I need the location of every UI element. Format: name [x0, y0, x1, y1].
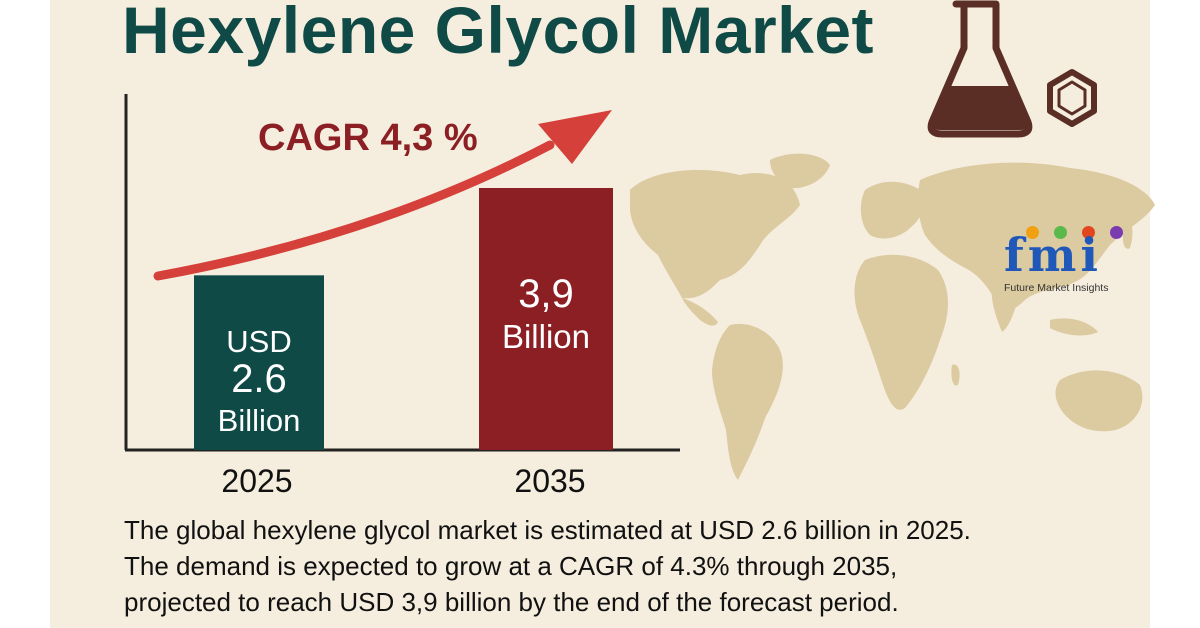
chemistry-flask-icon — [927, 0, 1097, 138]
benzene-ring-icon — [1047, 69, 1097, 127]
bar-chart: USD 2.6 Billion 3,9 Billion 2025 2035 CA… — [124, 94, 680, 499]
description-line-2: The demand is expected to grow at a CAGR… — [124, 551, 898, 581]
bar-label-2025-value: 2.6 — [231, 357, 287, 401]
cagr-annotation: CAGR 4,3 % — [258, 117, 478, 159]
world-map-illustration — [630, 153, 1155, 480]
bar-label-2035-unit: Billion — [502, 318, 590, 355]
x-tick-2025: 2025 — [221, 463, 292, 499]
x-tick-2035: 2035 — [514, 463, 585, 499]
description-line-3: projected to reach USD 3,9 billion by th… — [124, 587, 899, 617]
growth-arrow — [153, 140, 555, 281]
description: The global hexylene glycol market is est… — [124, 512, 1124, 620]
description-line-1: The global hexylene glycol market is est… — [124, 515, 971, 545]
bar-label-2025-unit: Billion — [218, 403, 301, 438]
bar-label-2025-line1: USD — [226, 324, 291, 359]
bar-2035 — [479, 188, 613, 450]
logo-subtitle: Future Market Insights — [1004, 282, 1109, 294]
logo-icons — [1016, 226, 1126, 240]
page-title: Hexylene Glycol Market — [122, 0, 875, 67]
bar-label-2035-value: 3,9 — [518, 272, 574, 316]
growth-arrow-head — [538, 110, 612, 164]
logo-mark: fmi — [1004, 232, 1144, 278]
fmi-logo: fmi Future Market Insights — [1004, 226, 1144, 294]
bar-2025 — [194, 275, 324, 450]
